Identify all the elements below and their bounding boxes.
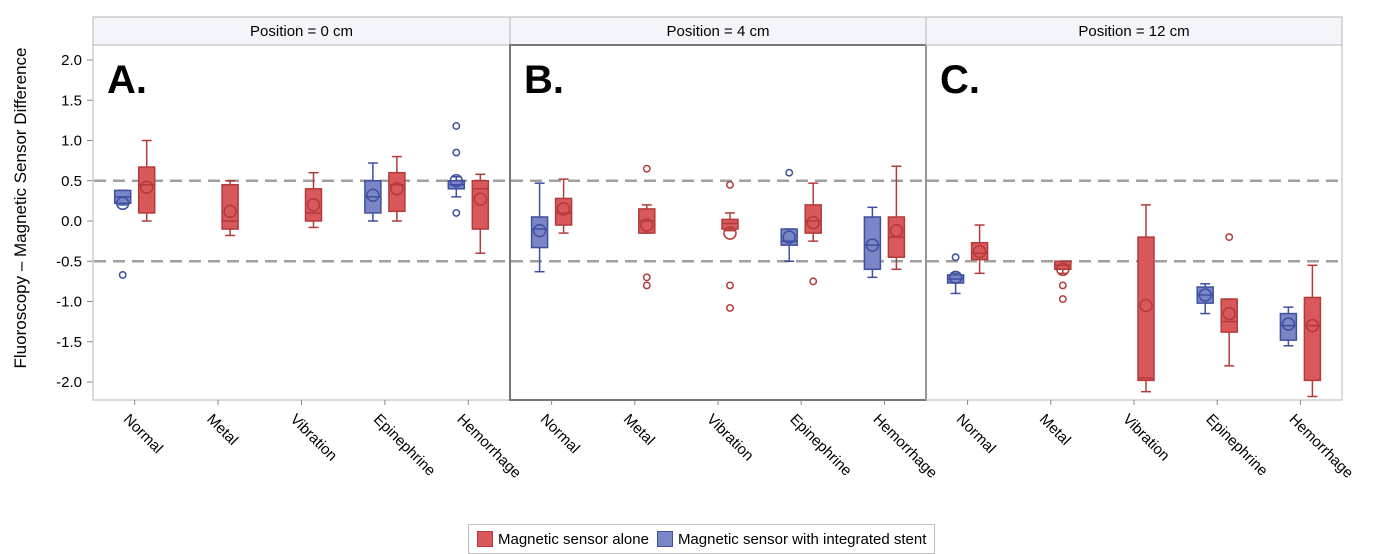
outlier-point xyxy=(118,270,127,279)
outlier-point xyxy=(726,303,734,312)
legend-item-stent: Magnetic sensor with integrated stent xyxy=(656,530,927,548)
y-axis-label: Fluoroscopy – Magnetic Sensor Difference xyxy=(11,48,30,369)
box-mean-marker xyxy=(139,180,154,194)
legend-label-alone: Magnetic sensor alone xyxy=(498,530,649,548)
y-tick-label: 0.5 xyxy=(61,173,82,190)
outlier-point xyxy=(785,168,794,177)
box-mean-marker xyxy=(223,204,237,219)
outlier-point xyxy=(1058,281,1067,290)
x-tick-label: Normal xyxy=(120,411,166,457)
y-tick-label: 0.0 xyxy=(61,213,82,230)
x-tick-label: Hemorrhage xyxy=(1286,411,1357,482)
x-tick-label: Epinephrine xyxy=(786,411,855,480)
panel-frame xyxy=(509,44,927,401)
legend-swatch-stent xyxy=(656,531,673,547)
box-mean-marker xyxy=(806,215,820,230)
panel-header-label: Position = 12 cm xyxy=(1078,23,1189,40)
box-mean-marker xyxy=(972,244,987,259)
box-mean-marker xyxy=(865,238,880,252)
x-tick-label: Hemorrhage xyxy=(453,411,524,482)
panel-header xyxy=(925,16,1343,46)
box xyxy=(530,216,549,249)
x-tick-label: Epinephrine xyxy=(370,411,439,480)
box xyxy=(221,184,239,230)
box-mean-marker xyxy=(782,230,796,244)
box-mean-marker xyxy=(640,218,654,232)
outlier-point xyxy=(642,273,651,282)
box-mean-marker xyxy=(1139,298,1153,313)
panel-header-label: Position = 0 cm xyxy=(250,23,353,40)
box-mean-marker xyxy=(1198,288,1212,302)
x-tick-label: Normal xyxy=(537,411,583,457)
outlier-point xyxy=(1058,295,1067,304)
box-mean-marker xyxy=(449,174,464,188)
box xyxy=(863,216,882,271)
box-mean-marker xyxy=(556,202,571,216)
x-tick-label: Metal xyxy=(203,411,241,449)
box-mean-marker xyxy=(532,223,547,238)
box-mean-marker xyxy=(948,270,963,285)
outlier-point xyxy=(642,281,651,290)
legend-item-alone: Magnetic sensor alone xyxy=(477,531,649,548)
box-mean-marker xyxy=(115,196,130,211)
outlier-point xyxy=(452,209,461,217)
x-tick-label: Epinephrine xyxy=(1202,411,1271,480)
box xyxy=(1220,298,1238,333)
box xyxy=(1137,236,1155,382)
box xyxy=(721,218,739,230)
box-mean-marker xyxy=(473,192,488,207)
box-mean-marker xyxy=(889,223,904,238)
outlier-point xyxy=(809,277,818,286)
box-mean-marker xyxy=(390,182,404,196)
y-tick-label: -1.0 xyxy=(56,294,82,311)
outlier-point xyxy=(726,281,734,290)
x-tick-label: Metal xyxy=(1036,411,1074,449)
panel-frame xyxy=(925,44,1343,401)
y-tick-label: -2.0 xyxy=(56,374,82,391)
y-tick-label: -0.5 xyxy=(56,253,82,270)
box xyxy=(137,166,156,214)
outlier-point xyxy=(726,180,734,189)
legend-swatch-alone xyxy=(477,531,493,547)
x-tick-label: Hemorrhage xyxy=(870,411,941,482)
y-tick-label: 2.0 xyxy=(61,52,82,69)
legend: Magnetic sensor alone Magnetic sensor wi… xyxy=(468,524,936,554)
box-mean-marker xyxy=(1056,262,1070,277)
outlier-point xyxy=(642,164,651,173)
box xyxy=(388,171,406,213)
x-tick-label: Vibration xyxy=(287,411,341,465)
box-mean-marker xyxy=(366,188,380,202)
panel-header-label: Position = 4 cm xyxy=(667,23,770,40)
box xyxy=(1303,296,1322,382)
outlier-point xyxy=(452,148,461,157)
box-plot-chart: Fluoroscopy – Magnetic Sensor Difference… xyxy=(11,16,1357,482)
y-tick-label: 1.5 xyxy=(61,92,82,109)
x-tick-label: Vibration xyxy=(1119,411,1173,465)
box-mean-marker xyxy=(306,198,321,212)
box-mean-marker xyxy=(1281,317,1296,331)
y-tick-label: -1.5 xyxy=(56,334,82,351)
outlier-point xyxy=(452,122,461,130)
outlier-point xyxy=(1225,233,1234,242)
outlier-point xyxy=(951,253,960,262)
box-mean-marker xyxy=(723,226,737,240)
x-tick-label: Metal xyxy=(620,411,658,449)
panel-letter: C. xyxy=(940,58,980,102)
y-tick-label: 1.0 xyxy=(61,133,82,150)
panel-letter: A. xyxy=(107,58,147,102)
panel-frame xyxy=(92,44,511,401)
box-mean-marker xyxy=(1222,306,1236,321)
x-tick-label: Vibration xyxy=(703,411,757,465)
legend-label-stent: Magnetic sensor with integrated stent xyxy=(677,530,927,548)
x-tick-label: Normal xyxy=(953,411,999,457)
panel-letter: B. xyxy=(524,58,564,102)
box-mean-marker xyxy=(1305,318,1320,333)
